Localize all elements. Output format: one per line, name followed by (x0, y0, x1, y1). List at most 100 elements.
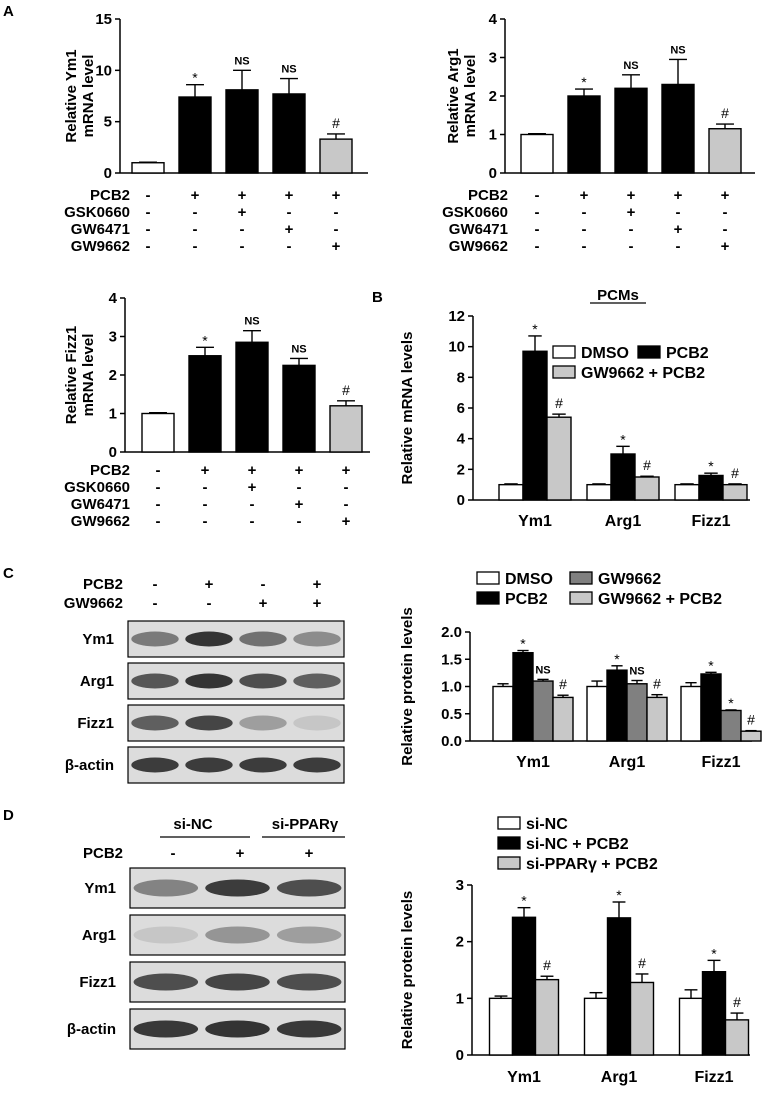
y-tick-label: 3 (489, 50, 497, 67)
legend-label: si-PPARγ + PCB2 (526, 856, 658, 873)
significance-hash: # (747, 712, 755, 728)
legend-label: GW9662 + PCB2 (598, 591, 722, 608)
bar (520, 133, 554, 174)
treatment-mark: - (240, 238, 245, 255)
y-tick-label: 0 (104, 165, 112, 182)
significance-star: * (708, 458, 714, 474)
bar (178, 96, 212, 174)
treatment-mark: + (342, 462, 351, 479)
category-label: Arg1 (605, 513, 642, 530)
y-tick-label: 0 (109, 444, 117, 461)
legend-label: DMSO (505, 571, 553, 588)
treatment-label: PCB2 (83, 576, 123, 593)
blot-band (185, 631, 233, 647)
y-tick-label: 10 (448, 339, 465, 356)
bar (646, 696, 668, 742)
treatment-mark: - (629, 221, 634, 238)
treatment-mark: - (334, 221, 339, 238)
treatment-mark: + (295, 462, 304, 479)
blot-row-label: Ym1 (84, 880, 116, 897)
y-tick-label: 4 (489, 11, 498, 28)
not-significant-label: NS (629, 666, 644, 678)
blot-band (276, 879, 342, 897)
legend-swatch (497, 836, 521, 850)
treatment-mark: + (236, 845, 245, 862)
treatment-mark: + (238, 204, 247, 221)
treatment-label: GSK0660 (442, 204, 508, 221)
bar (614, 87, 648, 174)
bar (698, 474, 724, 501)
y-tick-label: 10 (95, 62, 112, 79)
blot-band (205, 879, 270, 897)
blot-band (185, 715, 233, 731)
significance-hash: # (543, 957, 551, 973)
bar (586, 685, 608, 742)
significance-star: * (711, 945, 717, 961)
bar (492, 685, 514, 742)
significance-hash: # (638, 955, 646, 971)
treatment-label: PCB2 (90, 187, 130, 204)
bar (674, 483, 700, 501)
bar (141, 412, 175, 453)
blot-band (133, 1020, 199, 1038)
treatment-label: GW6471 (71, 496, 130, 513)
treatment-mark: + (285, 221, 294, 238)
blot-band (239, 715, 287, 731)
blot-band (276, 926, 342, 944)
bar (319, 138, 353, 174)
blot-band (239, 673, 287, 689)
y-tick-label: 2 (109, 367, 117, 384)
category-label: Fizz1 (701, 754, 740, 771)
bar (680, 685, 702, 742)
not-significant-label: NS (234, 55, 249, 67)
bar (626, 683, 648, 742)
treatment-mark: - (193, 221, 198, 238)
treatment-mark: + (285, 187, 294, 204)
not-significant-label: NS (281, 64, 296, 76)
bar (188, 355, 222, 453)
chart-title: PCMs (597, 287, 639, 304)
treatment-mark: - (582, 221, 587, 238)
bar (272, 93, 306, 174)
treatment-mark: - (676, 238, 681, 255)
bar (720, 709, 742, 742)
y-tick-label: 1.0 (441, 679, 462, 696)
bar (282, 364, 316, 453)
blot-band (133, 879, 199, 897)
significance-hash: # (731, 465, 739, 481)
category-label: Fizz1 (694, 1069, 733, 1086)
treatment-mark: + (248, 479, 257, 496)
treatment-label: PCB2 (90, 462, 130, 479)
y-tick-label: 1 (489, 127, 497, 144)
treatment-mark: - (344, 496, 349, 513)
not-significant-label: NS (535, 664, 550, 676)
blot-band (185, 673, 233, 689)
blot-row-label: Fizz1 (77, 715, 114, 732)
significance-hash: # (721, 105, 729, 121)
legend-label: GW9662 (598, 571, 661, 588)
treatment-mark: - (203, 513, 208, 530)
legend-label: GW9662 + PCB2 (581, 365, 705, 382)
category-label: Arg1 (609, 754, 646, 771)
treatment-mark: - (723, 221, 728, 238)
treatment-mark: - (582, 204, 587, 221)
y-axis-label: Relative Ym1 (63, 49, 80, 142)
not-significant-label: NS (244, 316, 259, 328)
treatment-mark: + (191, 187, 200, 204)
significance-star: * (520, 636, 526, 652)
significance-star: * (620, 431, 626, 447)
significance-star: * (192, 70, 198, 86)
treatment-mark: - (250, 513, 255, 530)
y-tick-label: 15 (95, 11, 112, 28)
blot-band (239, 631, 287, 647)
blot-band (293, 673, 341, 689)
bar (722, 483, 748, 501)
y-tick-label: 5 (104, 114, 112, 131)
treatment-label: GW6471 (71, 221, 130, 238)
treatment-mark: + (721, 238, 730, 255)
significance-hash: # (342, 382, 350, 398)
treatment-mark: - (535, 204, 540, 221)
blot-band (276, 1020, 342, 1038)
treatment-mark: - (146, 238, 151, 255)
